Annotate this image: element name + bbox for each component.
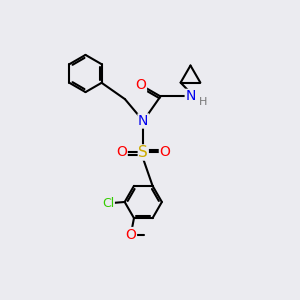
Text: H: H	[199, 97, 207, 107]
Text: O: O	[116, 146, 127, 160]
Text: O: O	[125, 228, 136, 242]
Text: O: O	[136, 78, 146, 92]
Text: N: N	[185, 89, 196, 103]
Text: O: O	[159, 146, 170, 160]
Text: S: S	[138, 145, 148, 160]
Text: N: N	[138, 114, 148, 128]
Text: Cl: Cl	[102, 197, 114, 210]
